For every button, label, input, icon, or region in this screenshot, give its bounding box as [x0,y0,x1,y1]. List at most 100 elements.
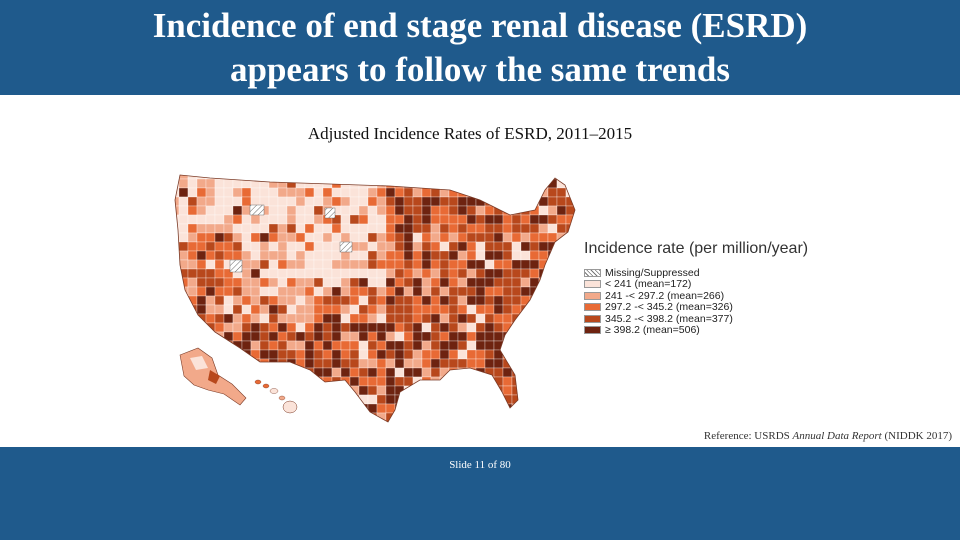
reference-suffix: (NIDDK 2017) [881,430,952,442]
county-cell [484,322,495,333]
county-cell [349,403,360,414]
county-cell [394,421,405,422]
county-cell [574,322,575,333]
county-cell [584,170,590,179]
county-cell [466,178,477,189]
county-cell [268,367,279,378]
county-cell [376,304,387,315]
legend-swatch [584,280,601,289]
county-cell [511,286,522,297]
county-cell [268,214,279,225]
county-cell [295,196,306,207]
county-cell [484,187,495,198]
county-cell [322,403,333,414]
county-cell [556,322,567,333]
county-cell [421,412,432,422]
county-cell [457,250,468,261]
county-cell [340,394,351,405]
county-cell [268,295,279,306]
county-cell [421,304,432,315]
county-cell [331,322,342,333]
county-cell [556,376,567,387]
county-cell [529,412,540,422]
county-cell [448,403,459,414]
county-cell [574,340,575,351]
county-cell [385,187,396,198]
county-cell [250,367,261,378]
county-cell [259,403,270,414]
county-cell [430,304,441,315]
county-cell [187,421,198,422]
county-cell [205,331,216,342]
county-cell [349,232,360,243]
county-cell [250,259,261,270]
county-cell [493,385,504,396]
county-cell [223,175,234,180]
county-cell [196,394,207,405]
county-cell [331,223,342,234]
county-cell [529,376,540,387]
county-cell [250,358,261,369]
county-cell [493,223,504,234]
county-cell [331,421,342,422]
county-cell [412,412,423,422]
county-cell [484,250,495,261]
county-cell [250,349,261,360]
county-cell [430,295,441,306]
county-cell [547,322,558,333]
county-cell [196,241,207,252]
county-cell [538,412,549,422]
county-cell [394,331,405,342]
county-cell [331,175,342,180]
county-cell [187,313,198,324]
county-cell [205,277,216,288]
county-cell [223,412,234,422]
county-cell [268,187,279,198]
county-cell [358,340,369,351]
hawaii [254,379,298,414]
county-cell [331,232,342,243]
county-cell [296,431,305,435]
county-cell [313,196,324,207]
county-cell [457,205,468,216]
county-cell [493,268,504,279]
county-cell [241,322,252,333]
county-cell [175,385,180,396]
county-cell [286,385,297,396]
county-cell [547,313,558,324]
county-cell [584,341,590,350]
county-cell [475,286,486,297]
county-cell [584,395,590,404]
county-cell [376,295,387,306]
county-cell [323,431,332,435]
county-cell [421,259,432,270]
county-cell [385,268,396,279]
county-cell [548,431,557,435]
county-cell [295,295,306,306]
county-cell [448,394,459,405]
county-cell [358,277,369,288]
county-cell [493,322,504,333]
county-cell [259,187,270,198]
county-cell [223,277,234,288]
county-cell [484,286,495,297]
county-cell [511,175,522,180]
county-cell [196,412,207,422]
county-cell [295,313,306,324]
county-cell [286,277,297,288]
county-cell [538,367,549,378]
county-cell [367,295,378,306]
county-cell [448,412,459,422]
county-cell [313,367,324,378]
county-cell [340,286,351,297]
county-cell [214,340,225,351]
county-cell [286,340,297,351]
county-cell [439,349,450,360]
county-cell [250,385,261,396]
county-cell [277,268,288,279]
county-cell [520,286,531,297]
legend-label: 345.2 -< 398.2 (mean=377) [605,312,733,325]
county-cell [538,196,549,207]
county-cell [367,241,378,252]
county-cell [187,223,198,234]
